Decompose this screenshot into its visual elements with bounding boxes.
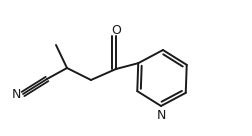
Text: N: N: [11, 87, 21, 101]
Text: O: O: [111, 24, 120, 36]
Text: N: N: [156, 109, 165, 122]
